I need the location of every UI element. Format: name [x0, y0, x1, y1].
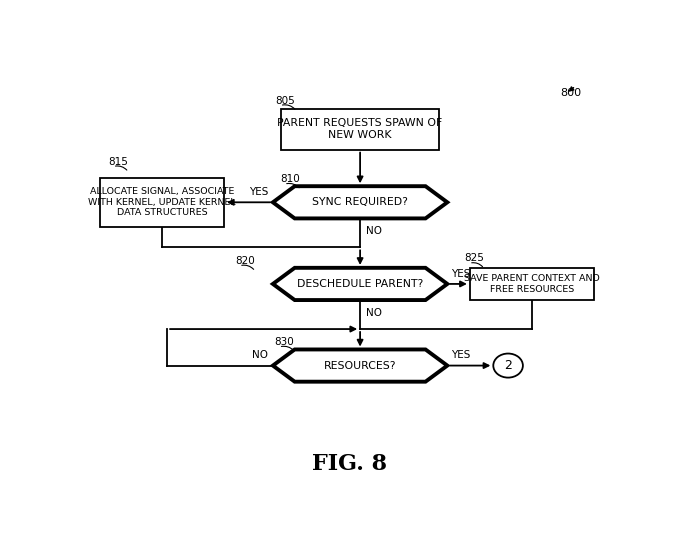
Text: 825: 825	[464, 253, 485, 263]
Text: 830: 830	[274, 337, 294, 347]
Text: RESOURCES?: RESOURCES?	[324, 360, 396, 371]
Text: 820: 820	[235, 256, 254, 266]
Polygon shape	[273, 268, 447, 300]
Text: 805: 805	[276, 95, 295, 105]
Text: NO: NO	[366, 226, 383, 236]
Text: SAVE PARENT CONTEXT AND
FREE RESOURCES: SAVE PARENT CONTEXT AND FREE RESOURCES	[464, 274, 599, 294]
Polygon shape	[273, 186, 447, 218]
Text: 815: 815	[108, 157, 128, 167]
Text: YES: YES	[451, 350, 471, 360]
FancyBboxPatch shape	[281, 109, 439, 150]
Text: FIG. 8: FIG. 8	[312, 454, 387, 475]
Text: 2: 2	[504, 359, 512, 372]
Text: DESCHEDULE PARENT?: DESCHEDULE PARENT?	[297, 279, 424, 289]
Text: NO: NO	[252, 350, 267, 360]
Text: ALLOCATE SIGNAL, ASSOCIATE
WITH KERNEL, UPDATE KERNEL
DATA STRUCTURES: ALLOCATE SIGNAL, ASSOCIATE WITH KERNEL, …	[88, 187, 236, 217]
Text: 810: 810	[280, 174, 299, 184]
Polygon shape	[273, 349, 447, 382]
Circle shape	[493, 354, 523, 378]
Text: NO: NO	[366, 308, 383, 318]
Text: SYNC REQUIRED?: SYNC REQUIRED?	[312, 198, 408, 208]
Text: YES: YES	[250, 187, 269, 197]
FancyBboxPatch shape	[100, 177, 224, 227]
Text: 800: 800	[560, 88, 581, 98]
Text: YES: YES	[451, 269, 471, 279]
Text: PARENT REQUESTS SPAWN OF
NEW WORK: PARENT REQUESTS SPAWN OF NEW WORK	[278, 118, 443, 140]
FancyBboxPatch shape	[470, 268, 594, 300]
